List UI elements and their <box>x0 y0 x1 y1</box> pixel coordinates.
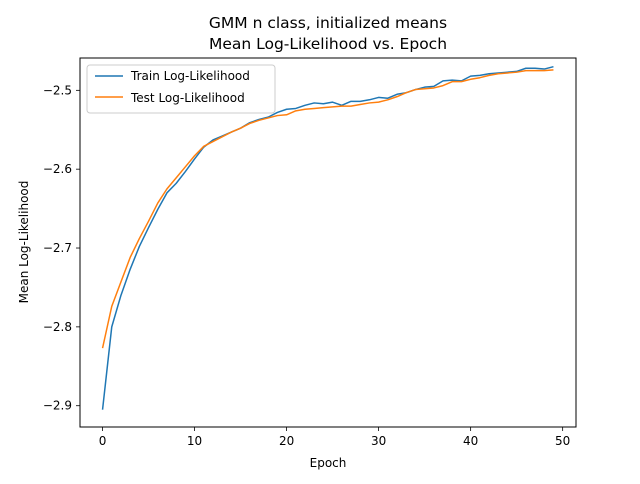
x-tick-label: 10 <box>187 434 202 448</box>
y-tick-label: −2.9 <box>43 399 72 413</box>
x-tick-label: 30 <box>371 434 386 448</box>
legend-label-test: Test Log-Likelihood <box>130 91 245 105</box>
chart-subtitle: Mean Log-Likelihood vs. Epoch <box>209 35 447 53</box>
plot-area-frame <box>79 57 577 428</box>
x-tick-label: 20 <box>279 434 294 448</box>
x-tick-label: 50 <box>555 434 570 448</box>
legend-box <box>86 64 276 114</box>
legend: Train Log-Likelihood Test Log-Likelihood <box>86 64 276 114</box>
series-line-test <box>101 69 554 349</box>
series-layer <box>101 65 554 410</box>
chart-title: GMM n class, initialized means <box>209 14 447 32</box>
x-tick-label: 0 <box>99 434 107 448</box>
ticks-layer: 0 10 20 30 40 50 −2.9 −2.8 −2.7 −2.6 −2.5 <box>43 83 570 448</box>
x-tick-label: 40 <box>463 434 478 448</box>
y-tick-label: −2.8 <box>43 320 72 334</box>
x-axis-label: Epoch <box>310 456 347 470</box>
y-tick-label: −2.7 <box>43 241 72 255</box>
series-line-train <box>101 65 554 410</box>
legend-label-train: Train Log-Likelihood <box>130 69 250 83</box>
y-axis-label: Mean Log-Likelihood <box>17 181 31 304</box>
y-tick-label: −2.6 <box>43 162 72 176</box>
y-tick-label: −2.5 <box>43 83 72 97</box>
